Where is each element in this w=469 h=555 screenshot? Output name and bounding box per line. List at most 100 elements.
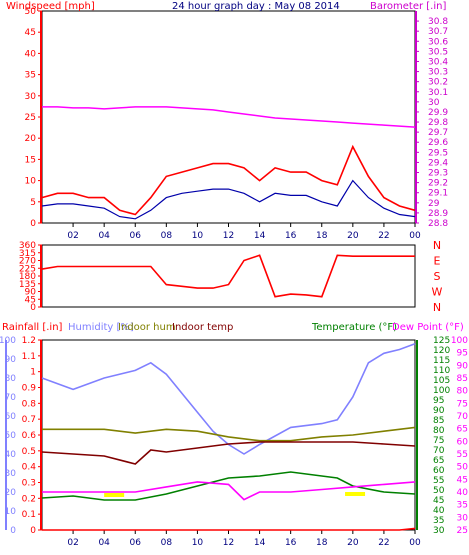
direction-axis-label: 315 (19, 249, 36, 259)
dewpoint-axis-label: 70 (457, 412, 469, 422)
direction-axis-label: 0 (30, 303, 36, 313)
temperature-line (41, 471, 416, 501)
temperature-axis-label: 50 (433, 486, 445, 496)
windspeed-axis-label: 45 (25, 28, 36, 38)
wind-x-axis-tick-label: 20 (347, 231, 359, 241)
dewpoint-axis-label: 35 (457, 501, 468, 511)
wind-x-axis-tick-label: 12 (223, 231, 234, 241)
direction-axis-label: 135 (19, 280, 36, 290)
climate-x-axis-tick-label: 14 (254, 538, 266, 548)
wind-x-axis-tick-label: 08 (161, 231, 173, 241)
climate-x-axis-tick-label: 10 (192, 538, 204, 548)
temperature-axis-label: 40 (433, 506, 445, 516)
legend-dewpoint: Dew Point (°F) (392, 322, 464, 333)
dewpoint-axis-label: 75 (457, 399, 468, 409)
climate-x-axis-tick-label: 22 (378, 538, 389, 548)
humidity-axis-label: 10 (5, 507, 17, 517)
rainfall-axis-label: 0.2 (22, 494, 36, 504)
direction-axis-label: 45 (25, 295, 36, 305)
barometer-axis-label: 30.4 (428, 57, 448, 67)
wind-direction-line (41, 254, 415, 298)
indoor-temp-line (41, 441, 416, 465)
barometer-axis-label: 30.3 (428, 68, 448, 78)
temperature-axis-label: 65 (433, 456, 444, 466)
wind-x-axis-tick-label: 10 (192, 231, 204, 241)
temperature-axis-label: 80 (433, 426, 445, 436)
temperature-axis-label: 120 (433, 346, 450, 356)
climate-x-axis-tick-label: 16 (285, 538, 297, 548)
humidity-axis-label: 70 (5, 393, 17, 403)
indoor-hum-line (42, 426, 416, 442)
compass-label: N (433, 239, 441, 252)
humidity-axis-label: 40 (5, 450, 17, 460)
dewpoint-line (42, 481, 416, 501)
climate-x-axis-tick-label: 18 (316, 538, 328, 548)
dewpoint-axis-label: 45 (457, 475, 468, 485)
dewpoint-axis-label: 40 (457, 488, 469, 498)
dewpoint-axis-label: 65 (457, 425, 468, 435)
dewpoint-axis-label: 85 (457, 374, 468, 384)
dewpoint-axis-label: 30 (457, 513, 469, 523)
climate-x-axis-tick-label: 04 (98, 538, 110, 548)
temperature-axis-label: 110 (433, 366, 450, 376)
temperature-axis-label: 55 (433, 476, 444, 486)
windspeed-axis-label: 5 (30, 198, 36, 208)
barometer-axis-label: 30.8 (428, 17, 448, 27)
rainfall-axis-label: 0.7 (22, 415, 36, 425)
barometer-axis-label: 29.4 (428, 158, 448, 168)
chart-marks: 0510152025303540455028.828.92929.129.229… (0, 7, 468, 548)
windspeed-axis-label: 15 (25, 155, 36, 165)
rainfall-axis-label: 0.9 (22, 384, 37, 394)
legend-rainfall: Rainfall [.in] (2, 322, 63, 333)
yellow-marker (104, 493, 125, 497)
barometer-axis-label: 29.2 (428, 179, 448, 189)
barometer-axis-label: 30.2 (428, 78, 448, 88)
windspeed-axis-label: 50 (25, 7, 37, 17)
temperature-axis-label: 100 (433, 386, 450, 396)
windspeed-axis-label: 20 (25, 134, 37, 144)
direction-axis-label: 225 (19, 264, 36, 274)
windspeed-axis-label: 30 (25, 92, 37, 102)
temperature-axis-label: 85 (433, 416, 444, 426)
legend-indoor-hum: Indoor hum (118, 322, 176, 333)
wind-x-axis-tick-label: 06 (130, 231, 142, 241)
compass-label: W (432, 286, 443, 299)
barometer-axis-label: 30 (428, 98, 440, 108)
barometer-axis-label: 30.1 (428, 88, 448, 98)
humidity-axis-label: 50 (5, 431, 17, 441)
legend-temperature: Temperature (°F) (311, 322, 397, 333)
windspeed-axis-label: 35 (25, 71, 36, 81)
rainfall-axis-label: 0.5 (22, 447, 36, 457)
windspeed-line (41, 144, 416, 216)
temperature-axis-label: 115 (433, 356, 450, 366)
temperature-axis-label: 70 (433, 446, 445, 456)
climate-legend: Rainfall [.in] Humidity [%] Indoor hum I… (2, 322, 464, 333)
barometer-axis-label: 29.1 (428, 189, 448, 199)
wind-x-axis-tick-label: 04 (98, 231, 110, 241)
temperature-axis-label: 90 (433, 406, 445, 416)
humidity-line (41, 343, 416, 455)
barometer-axis-label: 29.3 (428, 169, 448, 179)
barometer-axis-label: 28.8 (428, 219, 448, 229)
humidity-axis-label: 100 (0, 336, 16, 346)
rainfall-axis-label: 0.3 (22, 479, 36, 489)
windspeed-axis-label: 10 (25, 177, 37, 187)
compass-label: N (433, 301, 441, 314)
compass-label: S (434, 270, 441, 283)
wind-x-axis-tick-label: 00 (409, 231, 421, 241)
dewpoint-axis-label: 50 (457, 463, 469, 473)
humidity-axis-label: 0 (10, 526, 16, 536)
temperature-axis-label: 105 (433, 376, 450, 386)
temperature-axis-label: 95 (433, 396, 444, 406)
temperature-axis-label: 45 (433, 496, 444, 506)
barometer-axis-label: 29.8 (428, 118, 448, 128)
rainfall-line (42, 527, 416, 531)
right-axis-title-barometer: Barometer [.in] (370, 1, 446, 12)
windspeed-axis-label: 40 (25, 49, 37, 59)
yellow-marker (345, 492, 366, 496)
climate-x-axis-tick-label: 02 (67, 538, 78, 548)
rainfall-axis-label: 0.8 (22, 399, 37, 409)
barometer-axis-label: 29.9 (428, 108, 448, 118)
dewpoint-axis-label: 80 (457, 387, 469, 397)
